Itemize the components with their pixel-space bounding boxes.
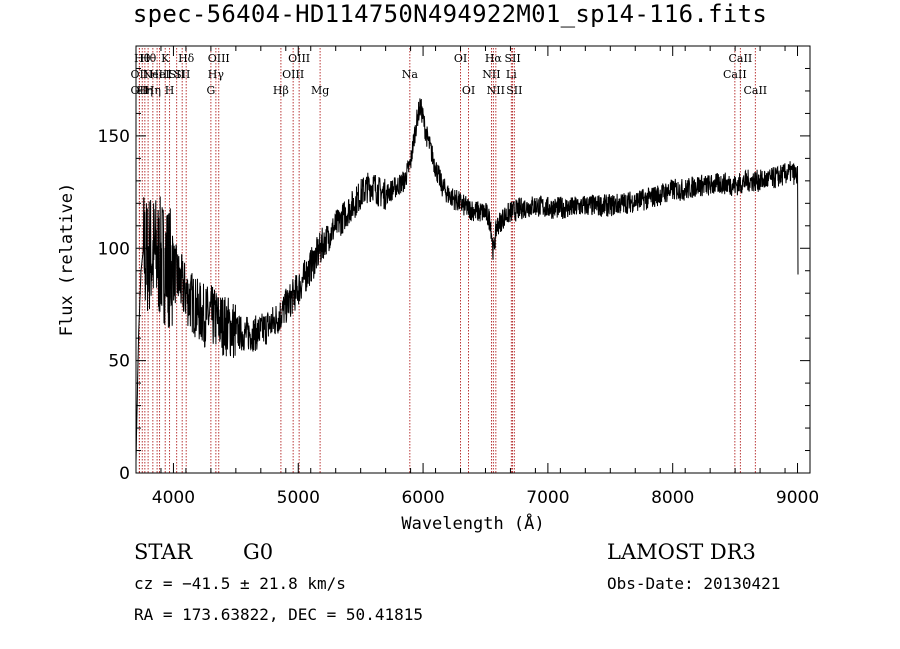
spectral-line-label: Hη bbox=[137, 84, 153, 97]
spectral-line-label: SII bbox=[174, 68, 190, 81]
spectral-line-label: CaII bbox=[743, 84, 767, 97]
x-axis-label: Wavelength (Å) bbox=[401, 512, 544, 534]
spectral-line-label: OII bbox=[131, 84, 149, 97]
object-class: STAR bbox=[134, 540, 193, 564]
spectral-line-label: NeIII bbox=[143, 68, 172, 81]
spectral-line-label: NII bbox=[487, 84, 505, 97]
spectral-line-label: SII bbox=[504, 52, 520, 65]
spectral-line-label: K bbox=[161, 52, 170, 65]
spectral-line-label: SII bbox=[506, 84, 522, 97]
spectrum-chart: 4000 5000 6000 7000 8000 9000 0 50 100 150 OII OII… bbox=[57, 45, 819, 534]
x-tick-label: 4000 bbox=[152, 488, 195, 508]
spectral-line-label: NII bbox=[482, 68, 500, 81]
x-tick-label: 5000 bbox=[277, 488, 320, 508]
spectral-line-label: Hγ bbox=[208, 68, 225, 81]
spectral-line-label: Hθ bbox=[140, 52, 157, 65]
spectral-line-label: Li bbox=[506, 68, 517, 81]
spectral-line-label: Hα bbox=[485, 52, 503, 65]
spectral-line-label: OI bbox=[454, 52, 467, 65]
spectral-line-label: OIII bbox=[288, 52, 310, 65]
y-tick-label: 0 bbox=[119, 464, 130, 484]
y-tick-label: 50 bbox=[108, 352, 130, 372]
spectral-line-label: CaII bbox=[729, 52, 753, 65]
spectral-line-label: Hθ bbox=[134, 52, 151, 65]
x-tick-label: 9000 bbox=[776, 488, 819, 508]
spectral-line-label: Hη bbox=[145, 84, 161, 97]
spectral-line-label: Hβ bbox=[273, 84, 289, 97]
y-tick-label: 150 bbox=[98, 127, 130, 147]
observation-date: Obs-Date: 20130421 bbox=[607, 574, 781, 593]
spectral-line-label: OII bbox=[131, 68, 149, 81]
y-axis-label: Flux (relative) bbox=[57, 183, 77, 337]
redshift-velocity: cz = −41.5 ± 21.8 km/s bbox=[134, 574, 346, 593]
spectral-line-label: SII bbox=[169, 68, 185, 81]
x-tick-label: 6000 bbox=[401, 488, 444, 508]
chart-title: spec-56404-HD114750N494922M01_sp14-116.f… bbox=[132, 0, 768, 28]
spectral-line-label: OI bbox=[462, 84, 475, 97]
spectrum-line bbox=[135, 98, 799, 462]
survey-name: LAMOST DR3 bbox=[607, 540, 756, 564]
object-subclass: G0 bbox=[243, 540, 274, 564]
spectral-line-label: Na bbox=[402, 68, 419, 81]
x-tick-label: 8000 bbox=[651, 488, 694, 508]
spectral-line-label: OIII bbox=[208, 52, 230, 65]
coordinates: RA = 173.63822, DEC = 50.41815 bbox=[134, 605, 423, 624]
spectral-line-label: OIII bbox=[282, 68, 304, 81]
spectral-line-label: Mg bbox=[311, 84, 329, 97]
spectral-line-label: Hδ bbox=[178, 52, 195, 65]
plot-frame bbox=[135, 45, 811, 474]
spectral-line-label: G bbox=[206, 84, 215, 97]
y-tick-label: 100 bbox=[98, 239, 130, 259]
spectral-line-label: H bbox=[165, 84, 175, 97]
spectral-line-label: CaII bbox=[723, 68, 747, 81]
spectral-line-label: HeI bbox=[149, 68, 169, 81]
x-tick-label: 7000 bbox=[526, 488, 569, 508]
